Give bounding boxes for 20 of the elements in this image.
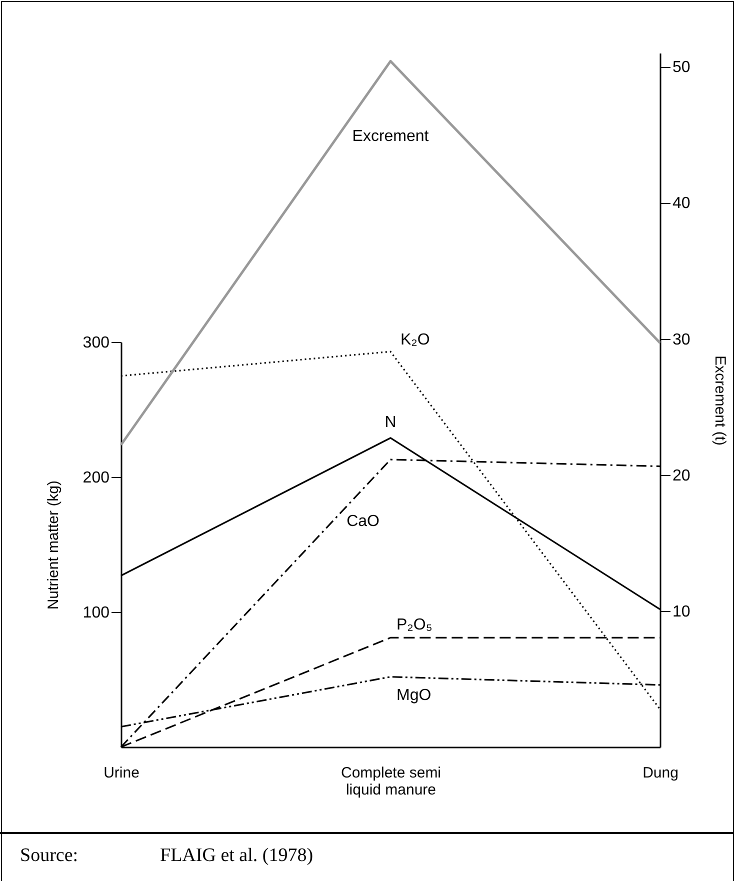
y2-tick-label: 20 <box>672 467 690 484</box>
x-tick-label: Dung <box>642 764 678 782</box>
y-tick-label: 300 <box>82 334 110 352</box>
y-axis-title: Nutrient matter (kg) <box>44 480 62 610</box>
y-tick-label: 200 <box>82 470 110 487</box>
y-tick-label: 100 <box>82 604 110 622</box>
series-label: Excrement <box>352 128 430 146</box>
text: Source: FLAIG et al. (1978) <box>20 845 314 866</box>
series-label: P₂O₅ <box>396 616 432 634</box>
series-label: N <box>384 414 396 431</box>
series-label: K₂O <box>400 332 430 349</box>
y2-tick-label: 40 <box>672 195 690 212</box>
y2-tick-label: 30 <box>672 331 690 348</box>
x-tick-label: Complete semi liquid manure <box>340 764 442 798</box>
series-label: MgO <box>396 686 432 704</box>
series-label: CaO <box>346 513 380 530</box>
y2-tick-label: 10 <box>672 603 690 620</box>
y2-tick-label: 50 <box>672 59 690 76</box>
x-tick-label: Urine <box>104 764 140 782</box>
y2-axis-title: Excrement (t) <box>711 355 728 446</box>
